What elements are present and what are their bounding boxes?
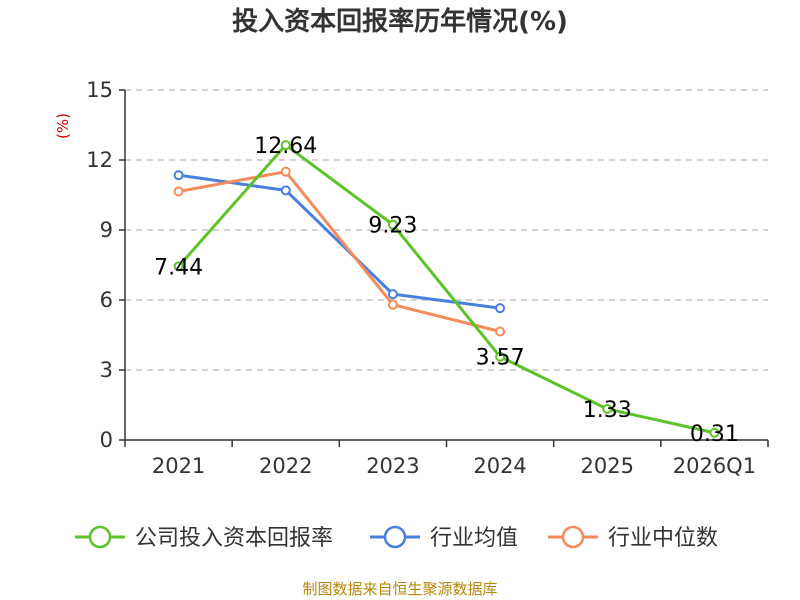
x-tick-label: 2026Q1: [673, 454, 756, 478]
series-line: [177, 143, 715, 435]
x-tick-label: 2025: [581, 454, 634, 478]
y-tick-label: 6: [100, 288, 113, 312]
x-tick-label: 2024: [473, 454, 526, 478]
data-label: 3.57: [476, 346, 525, 371]
data-label: 9.23: [368, 214, 417, 239]
source-note: 制图数据来自恒生聚源数据库: [302, 580, 497, 598]
data-point: [387, 289, 398, 300]
legend-swatch-marker: [88, 525, 112, 549]
data-point: [602, 403, 613, 414]
data-point: [387, 219, 398, 230]
y-tick-label: 12: [86, 148, 113, 172]
data-point: [173, 186, 184, 197]
legend: 公司投入资本回报率 行业均值 行业中位数: [75, 525, 718, 551]
data-point: [173, 261, 184, 272]
y-tick-label: 9: [100, 218, 113, 242]
legend-swatch-marker: [383, 525, 407, 549]
legend-label: 公司投入资本回报率: [135, 526, 333, 551]
series-layer: [173, 140, 720, 438]
legend-swatch-marker: [561, 525, 585, 549]
data-point: [280, 166, 291, 177]
data-point: [709, 427, 720, 438]
data-point: [495, 351, 506, 362]
data-point: [495, 303, 506, 314]
data-label: 0.31: [690, 422, 739, 447]
data-label: 12.64: [254, 134, 317, 159]
data-labels: 7.44 12.64 9.23 3.57 1.33 0.31: [154, 134, 739, 447]
x-tick-label: 2023: [366, 454, 419, 478]
data-point: [280, 185, 291, 196]
data-point: [173, 170, 184, 181]
series-line: [178, 170, 501, 333]
y-axis-label: (%): [54, 113, 72, 139]
legend-label: 行业均值: [430, 526, 518, 551]
y-tick-label: 3: [100, 358, 113, 382]
y-tick-label: 0: [100, 428, 113, 452]
series-line: [178, 173, 501, 310]
data-point: [280, 140, 291, 151]
chart-title: 投入资本回报率历年情况(%): [232, 6, 568, 37]
data-point: [387, 299, 398, 310]
y-tick-label: 15: [86, 78, 113, 102]
gridlines: [125, 89, 768, 371]
axes: 0 3 6 9 12 15 2021 2022 2023 2024 2025 2026Q1: [86, 78, 769, 478]
legend-label: 行业中位数: [608, 526, 718, 551]
data-point: [495, 326, 506, 337]
x-tick-label: 2022: [259, 454, 312, 478]
data-label: 1.33: [583, 398, 632, 423]
x-tick-label: 2021: [152, 454, 205, 478]
data-label: 7.44: [154, 255, 203, 280]
